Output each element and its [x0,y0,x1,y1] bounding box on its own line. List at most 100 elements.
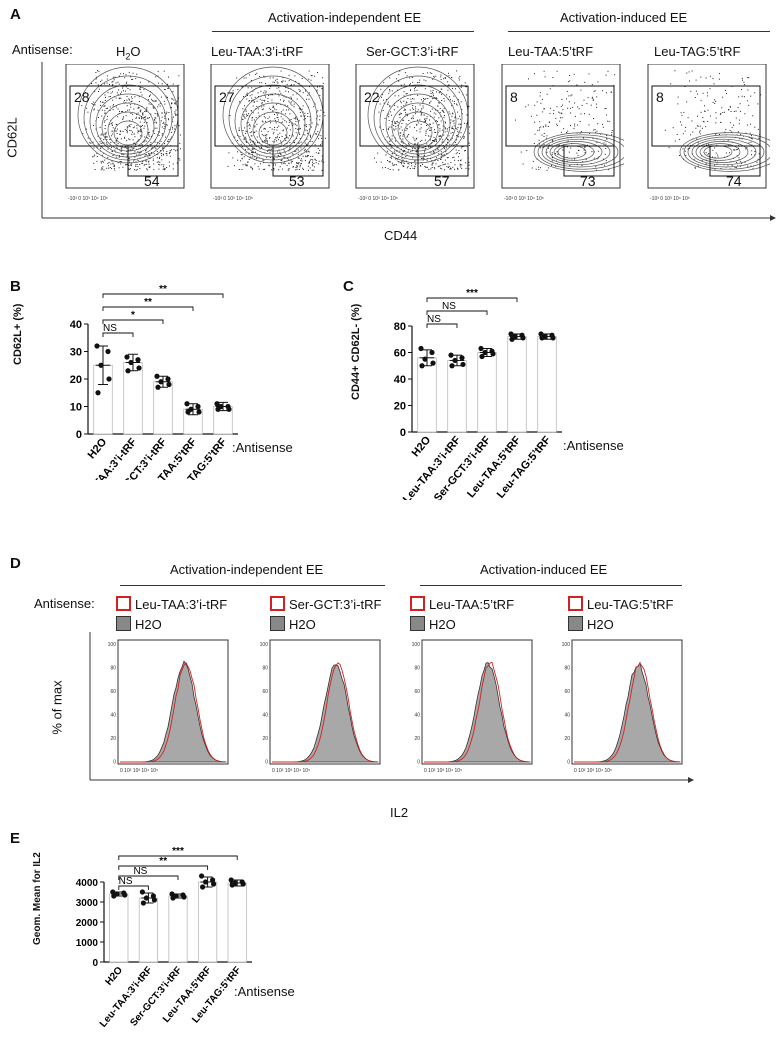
flow-plot: -10³ 0 10³ 10⁴ 10⁵ 8 73 [501,64,624,202]
y-tick-label: 30 [70,347,82,359]
flow-plot: -10³ 0 10³ 10⁴ 10⁵ 27 53 [210,64,330,202]
y-tick-label: 2000 [76,918,99,929]
flow-plot: -10³ 0 10³ 10⁴ 10⁵ 8 74 [647,64,770,202]
data-point [184,401,190,407]
data-point [228,877,234,883]
flow-plot: -10³ 0 10³ 10⁴ 10⁵ 28 54 [65,64,185,202]
significance-bracket [102,332,134,337]
legend-entry: Leu-TAA:5’tRF H2O [410,595,514,635]
legend-control: H2O [289,617,316,632]
flow-plot: -10³ 0 10³ 10⁴ 10⁵ 22 57 [355,64,475,202]
significance-label: ** [144,297,152,308]
data-point [215,406,221,412]
svg-text:0 10² 10³ 10⁴: 0 10² 10³ 10⁴ 10⁵ [424,768,462,774]
svg-text:40: 40 [564,713,570,719]
panel-c-ylabel: CD44+ CD62L- (%) [350,303,362,400]
panel-a-group1-title: Activation-independent EE [268,10,422,25]
data-point [150,893,156,899]
data-point [226,406,232,412]
data-point [422,356,428,362]
svg-text:100: 100 [412,642,421,648]
data-point [418,345,424,352]
legend-entry: Leu-TAG:5’tRF H2O [568,595,673,635]
data-point [155,384,161,390]
data-point [508,331,514,337]
svg-text:-10³ 0 10³ 10⁴: -10³ 0 10³ 10⁴ 10⁵ [68,196,108,202]
significance-label: ** [159,856,167,867]
legend-control: H2O [135,617,162,632]
significance-label: *** [172,846,184,857]
red-square-icon [568,596,583,611]
svg-text:0: 0 [265,760,268,766]
panel-a-letter: A [10,6,21,23]
gate-bottom-value: 73 [580,173,596,189]
panel-d-group1-line [120,585,385,586]
data-point [419,363,425,369]
data-point [449,363,455,369]
data-point [430,360,436,366]
bar [168,895,188,963]
panel-c-chart: 020406080H2OLeu-TAA:3’i-tRFSer-GCT:3’i-t… [394,288,562,500]
x-tick-label: Ser-GCT:3’i-tRF [128,965,184,1029]
y-tick-label: 0 [400,427,406,439]
y-tick-label: 40 [394,374,406,386]
red-square-icon [116,596,131,611]
histogram: 100 80 60 40 20 0 0 10² 10³ 10⁴ 10⁵ [412,639,533,774]
y-tick-label: 20 [394,401,406,413]
data-point [122,892,128,898]
bar [507,336,527,433]
svg-text:40: 40 [262,713,268,719]
histogram: 100 80 60 40 20 0 0 10² 10³ 10⁴ 10⁵ [562,639,683,774]
panel-e-letter: E [10,830,21,847]
data-point [509,336,515,342]
panel-d-letter: D [10,555,21,572]
svg-text:0 10² 10³ 10⁴: 0 10² 10³ 10⁴ 10⁵ [120,768,158,774]
bar [537,336,557,433]
svg-text:60: 60 [564,689,570,695]
panel-a-group2-title: Activation-induced EE [560,10,688,25]
svg-text:100: 100 [108,642,117,648]
data-point [538,331,544,337]
panel-d-antisense-label: Antisense: [34,596,95,611]
significance-bracket [426,297,518,302]
data-point [199,873,205,879]
significance-label: NS [119,876,133,887]
legend-control: H2O [587,617,614,632]
panel-d-group2-title: Activation-induced EE [480,562,608,577]
data-point [139,889,145,895]
data-point [128,359,134,366]
data-point [210,877,216,883]
legend-entry: Ser-GCT:3’i-tRF H2O [270,595,381,635]
data-point [125,368,131,374]
bar [109,893,129,963]
panel-e-ylabel: Geom. Mean for IL2 [32,852,43,945]
data-point [181,894,187,900]
x-tick-label: H2O [86,436,110,461]
panel-e-suffix: :Antisense [234,984,295,999]
panel-a-sample-2: Ser-GCT:3’i-tRF [366,44,459,59]
bar [138,897,158,963]
gate-top-value: 27 [219,89,235,105]
data-point [158,379,164,385]
panel-b-suffix: :Antisense [232,440,293,455]
data-point [98,362,104,368]
significance-bracket [102,319,164,324]
svg-text:60: 60 [262,689,268,695]
y-tick-label: 20 [70,374,82,386]
x-tick-label: Leu-TAG:5’tRF [495,434,554,500]
svg-text:-10³ 0 10³ 10⁴: -10³ 0 10³ 10⁴ 10⁵ [358,196,398,202]
y-tick-label: 0 [92,958,98,969]
significance-bracket [102,306,194,311]
histogram: 100 80 60 40 20 0 0 10² 10³ 10⁴ 10⁵ [260,639,381,774]
x-tick-label: Leu-TAA:5’tRF [465,434,523,500]
data-point [229,882,235,888]
data-point [196,409,202,415]
gray-square-icon [270,616,285,631]
significance-bracket [118,885,149,890]
x-tick-label: H2O [410,434,434,459]
panel-a-axes [41,62,776,221]
panel-d-xlabel: IL2 [390,805,409,820]
panel-b-ylabel: CD62L+ (%) [12,303,24,365]
significance-bracket [426,323,458,328]
significance-label: ** [159,284,167,295]
